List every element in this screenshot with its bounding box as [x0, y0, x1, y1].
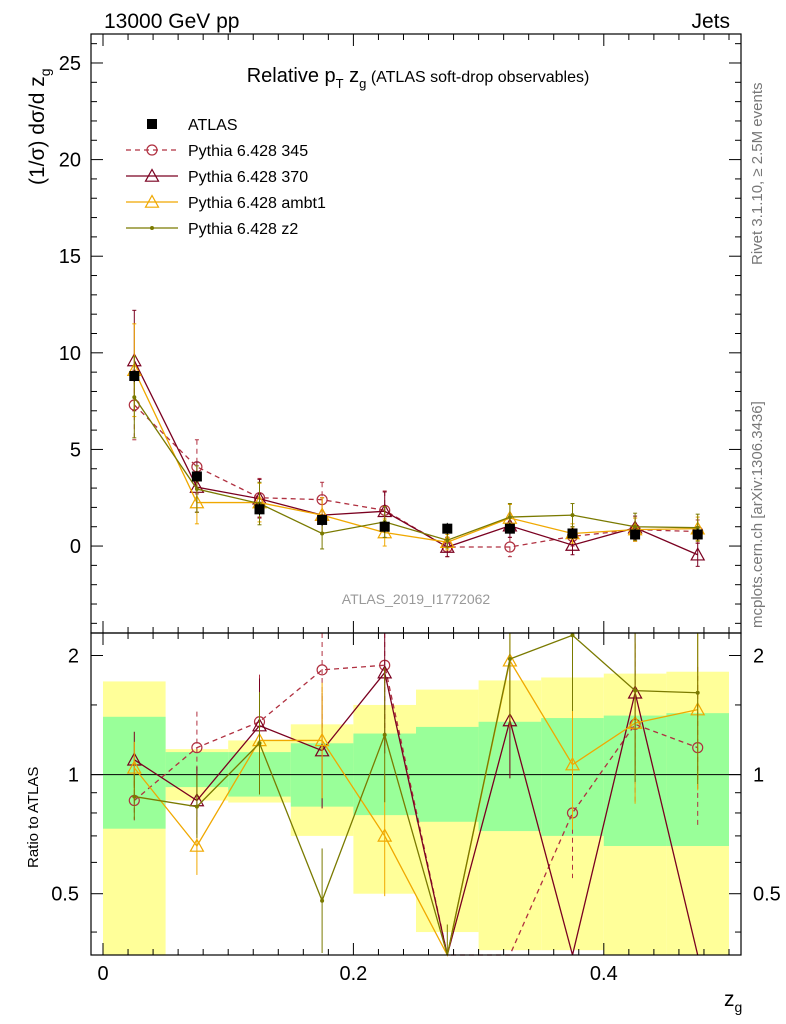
ratio-y-tick-label: 1 [68, 765, 79, 787]
ratio-y-tick-label-right: 1 [753, 765, 764, 787]
marker-square [630, 529, 641, 540]
marker-dot [132, 794, 137, 799]
marker-triangle [564, 756, 581, 771]
series-line [133, 396, 698, 541]
marker-dot [194, 804, 199, 809]
title-prefix: Relative p [247, 65, 336, 87]
ratio-y-tick-label: 2 [68, 646, 79, 668]
rivet-info: Rivet 3.1.10, ≥ 2.5M events [749, 83, 766, 266]
ratio-line [133, 671, 699, 956]
legend-label: Pythia 6.428 370 [188, 169, 308, 186]
x-axis-label: zg [724, 988, 742, 1015]
marker-square [504, 523, 515, 534]
marker-dot [507, 656, 512, 661]
marker-dot [633, 524, 638, 529]
title-suffix: (ATLAS soft-drop observables) [366, 69, 589, 86]
marker-square [129, 371, 140, 382]
ratio-line [133, 659, 698, 957]
series-line [133, 404, 698, 548]
marker-dot [320, 531, 325, 536]
marker-square [317, 514, 328, 525]
x-tick-label: 0.2 [339, 963, 367, 985]
ratio-line [134, 634, 698, 956]
y-axis-label-top: (1/σ) dσ/d zg [26, 68, 53, 185]
marker-circle [316, 664, 328, 676]
marker-square [567, 528, 578, 539]
marker-circle [191, 742, 203, 754]
header-right: Jets [691, 10, 730, 33]
marker-dot [257, 741, 262, 746]
series-pythia-6-428-z2 [132, 356, 700, 550]
marker-triangle [189, 838, 205, 852]
legend-label: Pythia 6.428 345 [188, 143, 308, 160]
y-tick-label: 0 [70, 536, 81, 558]
marker-triangle [126, 760, 142, 774]
marker-square [379, 521, 390, 532]
main-panel: 0 5 10 15 20 25 [59, 33, 742, 634]
ratio-series-pythia-6-428-z2 [132, 633, 700, 956]
y-tick-label: 20 [59, 150, 81, 172]
analysis-id: ATLAS_2019_I1772062 [342, 591, 491, 607]
marker-dot [507, 515, 512, 520]
marker-dot [150, 226, 154, 230]
ratio-y-tick-label-right: 2 [753, 646, 764, 668]
legend-label: Pythia 6.428 ambt1 [188, 195, 326, 212]
marker-triangle [314, 732, 330, 747]
marker-triangle [144, 194, 160, 208]
ratio-frame [90, 632, 742, 956]
marker-circle [504, 541, 516, 553]
header-left: 13000 GeV pp [104, 10, 239, 33]
marker-square [442, 523, 453, 534]
legend-label: ATLAS [188, 117, 238, 134]
title-mid: z [344, 65, 360, 87]
marker-dot [194, 487, 199, 492]
marker-circle [146, 144, 158, 156]
x-tick-label: 0 [97, 963, 108, 985]
ratio-y-tick-label: 0.5 [51, 884, 79, 906]
marker-triangle [144, 168, 160, 182]
series-line [133, 369, 698, 543]
series-pythia-6-428-ambt1 [126, 323, 706, 551]
series-atlas-data [129, 370, 703, 541]
chart-title: Relative pT zg (ATLAS soft-drop observab… [247, 65, 590, 91]
marker-dot [132, 395, 137, 400]
marker-triangle [564, 537, 581, 551]
marker-square [191, 471, 202, 482]
marker-square [147, 119, 157, 129]
marker-dot [570, 513, 575, 518]
mcplots-info: mcplots.cern.ch [arXiv:1306.3436] [749, 401, 766, 628]
title-sub2: g [359, 76, 366, 91]
y-tick-label: 25 [59, 53, 81, 75]
marker-dot [695, 525, 700, 530]
marker-triangle [439, 539, 455, 553]
marker-dot [633, 688, 638, 693]
x-tick-label: 0.4 [590, 963, 618, 985]
y-tick-label: 10 [59, 343, 81, 365]
marker-dot [320, 898, 325, 903]
ratio-y-tick-label-right: 0.5 [753, 884, 781, 906]
marker-square [692, 529, 703, 540]
marker-dot [382, 732, 387, 737]
y-tick-label: 5 [70, 439, 81, 461]
legend: ATLAS Pythia 6.428 345 Pythia 6.428 370 Pyt… [126, 117, 326, 238]
marker-triangle [377, 828, 393, 842]
ratio-panel: 0 0.2 0.4 0.5 0.5 1 1 2 2 [51, 632, 781, 985]
marker-dot [695, 690, 700, 695]
y-axis-label-ratio: Ratio to ATLAS [25, 767, 42, 868]
legend-label: Pythia 6.428 z2 [188, 221, 298, 238]
y-tick-label: 15 [59, 246, 81, 268]
marker-triangle [690, 547, 706, 561]
marker-square [254, 504, 265, 515]
title-sub1: T [336, 76, 344, 91]
marker-dot [570, 633, 575, 638]
series-line [133, 360, 698, 556]
ratio-line [133, 664, 698, 956]
marker-dot [445, 538, 450, 543]
